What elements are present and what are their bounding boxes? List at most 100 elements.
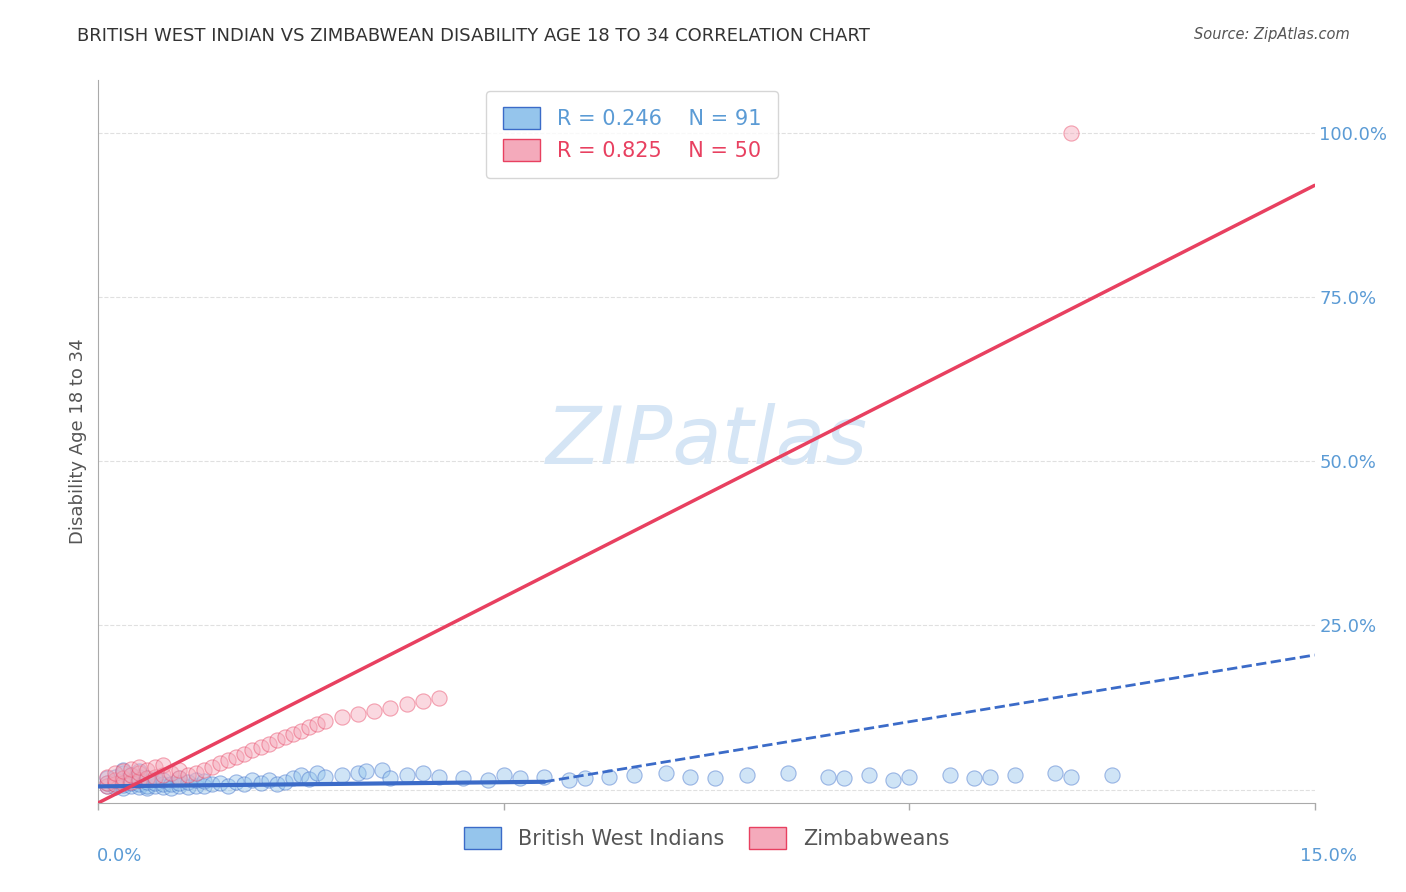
Point xyxy=(201,760,224,774)
Point xyxy=(152,772,174,787)
Point xyxy=(96,770,118,784)
Point xyxy=(184,772,207,787)
Point xyxy=(96,780,118,794)
Point xyxy=(143,780,166,794)
Point xyxy=(217,779,239,793)
Point xyxy=(281,727,304,741)
Point xyxy=(201,777,224,791)
Point xyxy=(176,768,198,782)
Point xyxy=(217,753,239,767)
Point xyxy=(492,768,515,782)
Point xyxy=(249,739,271,754)
Point xyxy=(330,768,353,782)
Point xyxy=(136,771,159,785)
Point xyxy=(128,766,150,780)
Point xyxy=(143,760,166,774)
Point xyxy=(169,776,191,790)
Point xyxy=(104,777,127,791)
Point xyxy=(477,772,499,787)
Point xyxy=(274,730,297,744)
Point xyxy=(453,771,475,785)
Point xyxy=(1101,768,1123,782)
Point xyxy=(104,780,127,794)
Point xyxy=(104,766,127,780)
Point xyxy=(623,768,645,782)
Point xyxy=(136,774,159,789)
Point xyxy=(290,723,312,738)
Point xyxy=(735,768,758,782)
Point xyxy=(1060,770,1083,784)
Point xyxy=(347,707,370,722)
Point xyxy=(1004,768,1026,782)
Point xyxy=(314,770,336,784)
Point xyxy=(120,780,142,794)
Point xyxy=(898,770,921,784)
Point xyxy=(371,763,394,777)
Point xyxy=(354,764,377,779)
Point xyxy=(307,717,329,731)
Point xyxy=(380,771,402,785)
Point xyxy=(834,771,856,785)
Point xyxy=(412,694,434,708)
Point xyxy=(128,773,150,788)
Point xyxy=(679,770,702,784)
Y-axis label: Disability Age 18 to 34: Disability Age 18 to 34 xyxy=(69,339,87,544)
Point xyxy=(380,700,402,714)
Point xyxy=(193,780,215,794)
Point xyxy=(266,733,288,747)
Point xyxy=(96,776,118,790)
Point xyxy=(160,780,183,795)
Point xyxy=(257,737,280,751)
Point xyxy=(184,766,207,780)
Text: BRITISH WEST INDIAN VS ZIMBABWEAN DISABILITY AGE 18 TO 34 CORRELATION CHART: BRITISH WEST INDIAN VS ZIMBABWEAN DISABI… xyxy=(77,27,870,45)
Point xyxy=(169,780,191,794)
Point xyxy=(242,743,264,757)
Point xyxy=(111,774,134,789)
Point xyxy=(225,774,247,789)
Point xyxy=(427,770,450,784)
Point xyxy=(184,779,207,793)
Point xyxy=(209,776,232,790)
Text: Source: ZipAtlas.com: Source: ZipAtlas.com xyxy=(1194,27,1350,42)
Point xyxy=(209,756,232,771)
Point xyxy=(395,698,418,712)
Point xyxy=(963,771,986,785)
Text: 15.0%: 15.0% xyxy=(1301,847,1357,864)
Point xyxy=(314,714,336,728)
Point xyxy=(939,768,962,782)
Point xyxy=(104,772,127,787)
Point xyxy=(128,777,150,791)
Point xyxy=(136,779,159,793)
Text: 0.0%: 0.0% xyxy=(97,847,142,864)
Point xyxy=(120,762,142,776)
Point xyxy=(152,780,174,794)
Point xyxy=(111,778,134,792)
Point xyxy=(298,772,321,786)
Point xyxy=(307,766,329,780)
Point xyxy=(281,771,304,785)
Point xyxy=(111,766,134,780)
Point xyxy=(143,770,166,784)
Point xyxy=(152,768,174,782)
Point xyxy=(242,772,264,787)
Point xyxy=(128,770,150,784)
Point xyxy=(817,770,839,784)
Point xyxy=(298,720,321,734)
Point xyxy=(598,770,620,784)
Point xyxy=(128,772,150,787)
Point xyxy=(412,766,434,780)
Point xyxy=(1043,766,1066,780)
Point xyxy=(193,763,215,777)
Point xyxy=(111,780,134,795)
Point xyxy=(176,780,198,794)
Legend: British West Indians, Zimbabweans: British West Indians, Zimbabweans xyxy=(456,819,957,857)
Point xyxy=(703,771,725,785)
Point xyxy=(427,690,450,705)
Point xyxy=(111,771,134,785)
Point xyxy=(160,777,183,791)
Point xyxy=(882,772,904,787)
Point xyxy=(104,770,127,784)
Point xyxy=(111,764,134,779)
Point xyxy=(509,771,531,785)
Point xyxy=(225,749,247,764)
